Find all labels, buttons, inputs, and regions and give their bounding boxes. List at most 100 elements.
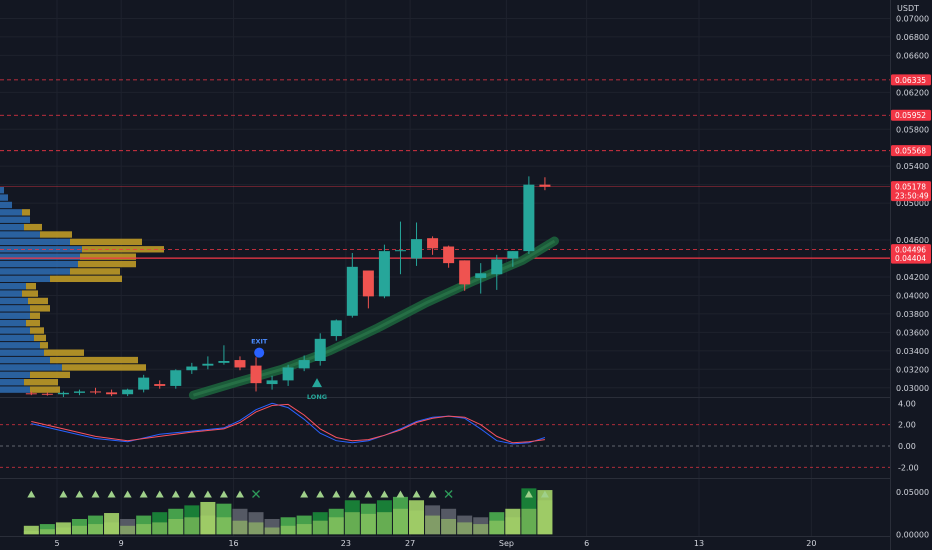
- volume-profile-bar: [0, 379, 24, 386]
- candle-body: [234, 360, 246, 368]
- volume-profile-bar: [0, 209, 22, 216]
- volume-profile-bar: [0, 312, 30, 319]
- volume-overlay-bar: [55, 527, 71, 535]
- oscillator-tick-label: 2.00: [898, 421, 916, 430]
- volume-overlay-bar: [39, 529, 55, 535]
- volume-profile-bar: [0, 231, 40, 238]
- volume-overlay-bar: [537, 500, 553, 535]
- price-level-badge: [891, 244, 931, 256]
- volume-overlay-bar: [136, 524, 152, 535]
- exit-label: EXIT: [251, 338, 268, 346]
- volume-tick-label: 0.05000: [896, 488, 929, 497]
- candle-body: [330, 320, 342, 337]
- volume-overlay-bar: [376, 512, 392, 535]
- candle-body: [218, 360, 230, 363]
- candle-body: [90, 391, 102, 393]
- time-tick-label: Sep: [499, 539, 514, 548]
- triangle-marker-icon: [235, 490, 244, 498]
- triangle-marker-icon: [316, 490, 325, 498]
- volume-profile-bar: [30, 386, 60, 393]
- volume-profile-bar: [50, 356, 138, 364]
- volume-profile-bar: [50, 275, 122, 283]
- volume-profile-bar: [0, 386, 30, 393]
- price-tick-label: 0.06800: [896, 33, 929, 42]
- price-level-badge: [891, 252, 931, 264]
- volume-overlay-bar: [88, 524, 104, 535]
- candle-body: [170, 370, 182, 386]
- volume-overlay-bar: [280, 525, 296, 535]
- volume-profile-bar: [26, 319, 40, 327]
- volume-profile-bar: [0, 253, 80, 260]
- cross-marker-icon: [252, 490, 260, 498]
- triangle-marker-icon: [364, 490, 373, 498]
- price-level-badge: [891, 74, 931, 86]
- oscillator-tick-label: 4.00: [898, 399, 916, 408]
- signal-markers: EXIT LONG: [251, 338, 327, 401]
- price-tick-label: 0.05000: [896, 199, 929, 208]
- time-tick-label: 6: [584, 539, 589, 548]
- price-axis: USDT 0.03000 0.03200 0.03400 0.03600 0.03800 0…: [891, 0, 932, 550]
- triangle-marker-icon: [219, 490, 228, 498]
- volume-profile-bar: [0, 342, 40, 349]
- candle-body: [186, 366, 198, 371]
- candle-body: [346, 266, 358, 316]
- candle-body: [73, 391, 85, 393]
- volume-profile-bar: [0, 349, 44, 356]
- volume-pane: [23, 488, 553, 535]
- volume-profile-bar: [26, 283, 36, 290]
- price-level-badge-text: 0.04496: [895, 246, 926, 255]
- triangle-marker-icon: [27, 490, 36, 498]
- triangle-marker-icon: [396, 490, 405, 498]
- last-price-text: 0.05178: [895, 183, 926, 192]
- last-price-badge: [891, 181, 931, 202]
- candle-body: [539, 184, 551, 187]
- price-axis-background: [891, 0, 932, 550]
- candle-body: [266, 380, 278, 385]
- volume-profile-bar: [44, 349, 84, 356]
- triangle-marker-icon: [91, 490, 100, 498]
- candle-body: [378, 251, 390, 297]
- volume-profile-bar: [34, 334, 46, 342]
- exit-circle-icon: [254, 347, 265, 358]
- triangle-marker-icon: [540, 490, 549, 498]
- candle-body: [138, 377, 150, 390]
- price-tick-label: 0.05400: [896, 162, 929, 171]
- candle-body: [25, 393, 37, 395]
- candle-body: [57, 392, 69, 395]
- price-level-badge-text: 0.05568: [895, 147, 926, 156]
- triangle-marker-icon: [412, 490, 421, 498]
- price-tick-label: 0.03600: [896, 328, 929, 337]
- long-triangle-icon: [312, 378, 323, 388]
- volume-overlay-bar: [505, 517, 521, 535]
- oscillator-tick-label: -2.00: [898, 463, 919, 472]
- volume-profile-bar: [22, 290, 38, 297]
- candle-body: [250, 365, 262, 384]
- countdown-text: 23:50:49: [895, 192, 929, 201]
- volume-overlay-bar: [328, 517, 344, 535]
- candle-body: [427, 238, 439, 249]
- volume-profile-bar: [30, 371, 70, 379]
- triangle-marker-icon: [300, 490, 309, 498]
- volume-profile-bar: [0, 364, 62, 371]
- triangle-marker-icon: [155, 490, 164, 498]
- price-tick-label: 0.05800: [896, 125, 929, 134]
- candle-body: [202, 363, 214, 366]
- volume-overlay-bar: [441, 518, 457, 535]
- candle-body: [298, 360, 310, 369]
- volume-profile-bar: [0, 216, 30, 223]
- volume-profile-bar: [0, 371, 30, 379]
- volume-profile-bar: [24, 223, 42, 231]
- candle-body: [314, 338, 326, 361]
- triangle-marker-icon: [139, 490, 148, 498]
- volume-overlay-bar: [392, 508, 408, 535]
- volume-overlay-bar: [344, 512, 360, 535]
- volume-overlay-bar: [312, 520, 328, 535]
- volume-profile-bar: [0, 319, 26, 327]
- price-tick-label: 0.06200: [896, 88, 929, 97]
- volume-overlay-bar: [264, 527, 280, 535]
- triangle-marker-icon: [524, 490, 533, 498]
- volume-overlay-bar: [23, 530, 39, 535]
